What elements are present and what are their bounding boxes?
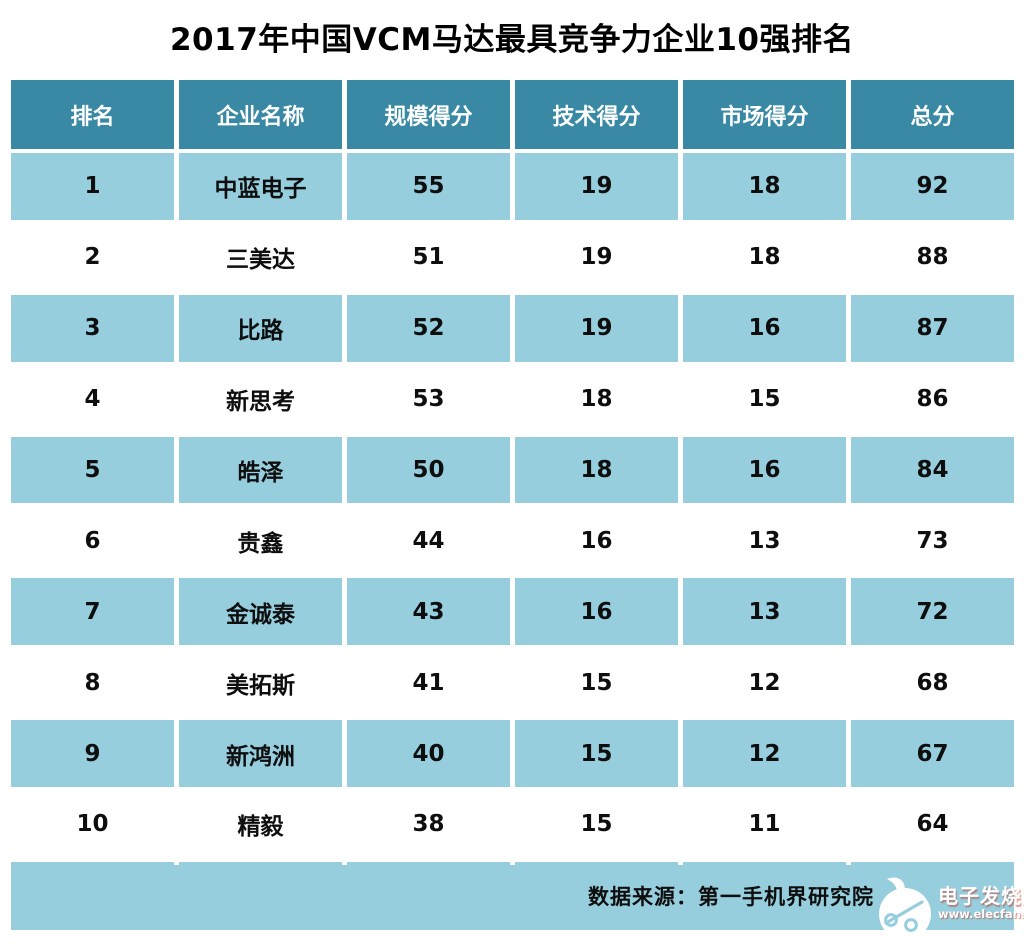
header-cell-scale: 规模得分 <box>347 80 510 149</box>
cell-company: 金诚泰 <box>179 578 342 646</box>
cell-market: 18 <box>748 244 781 271</box>
header-cell-market: 市场得分 <box>683 80 846 149</box>
cell-rank: 8 <box>84 669 101 696</box>
cell-tech: 15 <box>580 811 613 838</box>
cell-market: 15 <box>748 386 781 413</box>
cell-rank: 1 <box>11 153 174 220</box>
header-cell-total: 总分 <box>851 80 1014 149</box>
cell-company: 美拓斯 <box>226 672 295 699</box>
cell-total: 64 <box>916 811 949 838</box>
cell-company: 精毅 <box>237 814 284 841</box>
cell-rank: 5 <box>11 436 174 504</box>
cell-scale: 50 <box>347 436 510 504</box>
cell-tech: 18 <box>580 386 613 413</box>
cell-scale: 40 <box>347 720 510 788</box>
column-divider-notch <box>846 861 851 865</box>
cell-rank: 10 <box>76 811 109 838</box>
cell-scale: 41 <box>412 669 445 696</box>
cell-total: 72 <box>851 578 1014 646</box>
cell-scale: 53 <box>412 386 445 413</box>
cell-company: 皓泽 <box>179 436 342 504</box>
cell-company: 新鸿洲 <box>179 720 342 788</box>
cell-scale: 43 <box>347 578 510 646</box>
column-divider-notch <box>510 861 515 865</box>
header-cell-rank: 排名 <box>11 80 174 149</box>
cell-scale: 52 <box>347 294 510 362</box>
header-cell-tech: 技术得分 <box>515 80 678 149</box>
cell-company: 比路 <box>179 294 342 362</box>
cell-total: 68 <box>916 669 949 696</box>
cell-rank: 3 <box>11 294 174 362</box>
elecfans-logo-icon <box>879 877 931 940</box>
watermark-brand-text: 电子发烧友 <box>938 884 1024 908</box>
cell-tech: 19 <box>515 153 678 220</box>
cell-total: 88 <box>916 244 949 271</box>
column-divider-notch <box>174 861 179 865</box>
watermark-url-text: www.elecfans.com <box>938 907 1024 921</box>
header-cell-company: 企业名称 <box>179 80 342 149</box>
cell-total: 87 <box>851 294 1014 362</box>
cell-market: 12 <box>748 669 781 696</box>
cell-company: 新思考 <box>226 389 295 416</box>
data-source-label: 数据来源：第一手机界研究院 <box>588 884 874 909</box>
cell-scale: 38 <box>412 811 445 838</box>
cell-rank: 9 <box>11 720 174 788</box>
cell-tech: 19 <box>515 294 678 362</box>
cell-total: 86 <box>916 386 949 413</box>
cell-company: 三美达 <box>226 247 295 274</box>
cell-company: 贵鑫 <box>237 530 284 557</box>
cell-tech: 16 <box>580 527 613 554</box>
cell-scale: 51 <box>412 244 445 271</box>
cell-rank: 4 <box>84 386 101 413</box>
cell-scale: 44 <box>412 527 445 554</box>
cell-tech: 18 <box>515 436 678 504</box>
cell-total: 73 <box>916 527 949 554</box>
cell-scale: 55 <box>347 153 510 220</box>
cell-rank: 6 <box>84 527 101 554</box>
cell-market: 16 <box>683 294 846 362</box>
cell-rank: 2 <box>84 244 101 271</box>
table-footer-band: 数据来源：第一手机界研究院 <box>11 861 1014 930</box>
cell-company: 中蓝电子 <box>179 153 342 220</box>
watermark: 电子发烧友 www.elecfans.com <box>874 876 1024 942</box>
cell-total: 67 <box>851 720 1014 788</box>
cell-tech: 19 <box>580 244 613 271</box>
cell-total: 92 <box>851 153 1014 220</box>
cell-market: 13 <box>748 527 781 554</box>
cell-tech: 15 <box>580 669 613 696</box>
cell-rank: 7 <box>11 578 174 646</box>
column-divider-notch <box>678 861 683 865</box>
ranking-table: 排名 企业名称 规模得分 技术得分 市场得分 总分 1 中蓝电子 55 19 1… <box>11 80 1014 930</box>
cell-total: 84 <box>851 436 1014 504</box>
cell-market: 12 <box>683 720 846 788</box>
cell-market: 18 <box>683 153 846 220</box>
cell-market: 11 <box>748 811 781 838</box>
cell-market: 16 <box>683 436 846 504</box>
cell-tech: 15 <box>515 720 678 788</box>
cell-market: 13 <box>683 578 846 646</box>
column-divider-notch <box>342 861 347 865</box>
cell-tech: 16 <box>515 578 678 646</box>
page-title: 2017年中国VCM马达最具竞争力企业10强排名 <box>169 22 854 58</box>
